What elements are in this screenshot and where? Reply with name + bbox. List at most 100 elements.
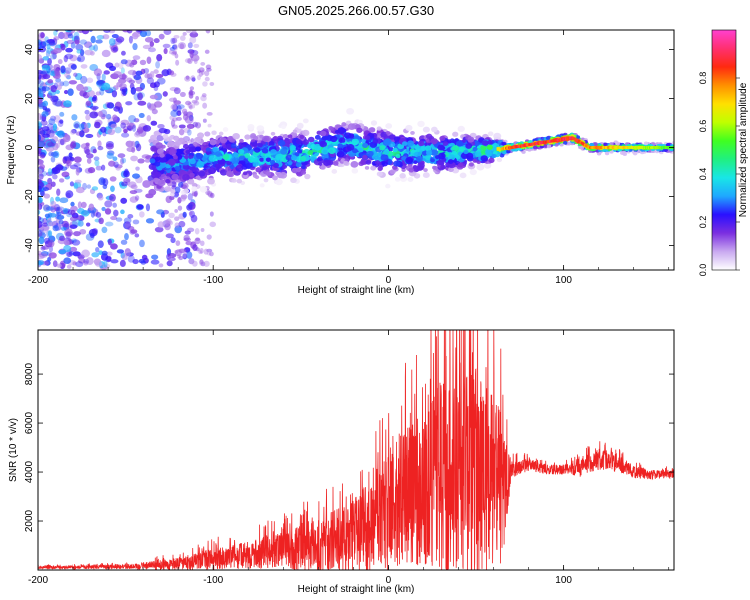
spectrogram-cell [95, 212, 102, 218]
spectrogram-cell [170, 72, 177, 77]
spectrogram-cell [331, 169, 338, 174]
snr-panel: -200 -100 0 100 2000 4000 6000 8000 Height of … [8, 329, 675, 595]
spectrogram-cell [171, 44, 178, 50]
spectrogram-cell [59, 138, 65, 146]
spectrogram-cell [317, 161, 323, 166]
spectrogram-cell [132, 55, 141, 61]
spectrogram-cell [187, 193, 193, 201]
spectrogram-cell [153, 81, 160, 88]
spectrogram-cell [70, 141, 77, 149]
spectrogram-cell [38, 74, 42, 80]
spectrogram-cell [165, 195, 172, 204]
spectrogram-cell [120, 157, 125, 165]
spectrogram-cell [127, 214, 134, 219]
spectrogram-cell [89, 232, 95, 239]
spectrogram-cell [44, 213, 51, 218]
spectrogram-cell [273, 139, 280, 144]
spectrogram-cell [188, 155, 194, 160]
spectrogram-cell [41, 64, 50, 70]
spectrogram-cell [153, 101, 163, 108]
spectrogram-cell [472, 158, 478, 163]
spectrogram-cell [183, 127, 191, 134]
spectrogram-cell [214, 151, 222, 157]
spectrogram-cell [319, 140, 327, 148]
spectrogram-cell [174, 186, 181, 194]
spectrogram-cell [64, 228, 73, 237]
spectrogram-cell [226, 170, 234, 177]
spectrogram-cell [97, 195, 104, 201]
spectrogram-cell [38, 54, 43, 61]
spectrogram-cell [47, 177, 53, 185]
spectrogram-y-tick-label: 20 [24, 93, 35, 105]
spectrogram-cell [187, 139, 192, 144]
spectrogram-cell [155, 142, 163, 149]
spectrogram-cell [97, 240, 104, 249]
spectrogram-cell [200, 261, 206, 267]
spectrogram-cell [175, 59, 180, 66]
spectrogram-cell [456, 140, 464, 147]
spectrogram-cell [205, 30, 211, 34]
spectrogram-cell [142, 124, 152, 132]
spectrogram-cell [77, 220, 84, 227]
spectrogram-cell [69, 54, 78, 62]
spectrogram-cell [38, 41, 43, 48]
spectrogram-cell [179, 43, 185, 50]
spectrogram-cell [59, 197, 69, 204]
spectrogram-cell [126, 77, 133, 83]
spectrogram-cell [198, 250, 203, 254]
spectrogram-cell [58, 219, 64, 225]
spectrogram-cell [43, 193, 51, 199]
spectrogram-cell [42, 56, 50, 61]
spectrogram-cell [108, 160, 116, 167]
spectrogram-cell [75, 261, 84, 268]
spectrogram-cell [174, 225, 183, 234]
spectrogram-cell [181, 108, 188, 115]
spectrogram-cell [188, 258, 195, 265]
spectrogram-cell [182, 164, 190, 170]
spectrogram-cell [80, 201, 87, 209]
spectrogram-cell [48, 118, 56, 126]
spectrogram-cell [481, 140, 489, 146]
spectrogram-cell [194, 237, 201, 245]
spectrogram-cell [413, 151, 421, 158]
spectrogram-cell [121, 132, 130, 138]
snr-x-tick-label: -200 [28, 575, 48, 586]
spectrogram-cell [385, 183, 391, 189]
spectrogram-cell [134, 195, 140, 201]
spectrogram-cell [484, 149, 492, 155]
spectrogram-cell [171, 103, 177, 110]
spectrogram-cell [53, 36, 60, 41]
spectrogram-cell [178, 220, 186, 228]
spectrogram-y-tick-label: 40 [24, 44, 35, 56]
spectrogram-cell [229, 164, 235, 170]
spectrogram-cell [190, 138, 195, 143]
spectrogram-cell [112, 46, 118, 52]
spectrogram-cell [171, 51, 177, 56]
spectrogram-cell [40, 70, 49, 75]
spectrogram-cell [144, 158, 151, 163]
spectrogram-cell [134, 233, 140, 238]
spectrogram-cell [466, 155, 474, 162]
spectrogram-cell [425, 155, 431, 161]
figure-title: GN05.2025.266.00.57.G30 [278, 3, 434, 18]
spectrogram-cell [187, 91, 193, 96]
spectrogram-cell [139, 30, 148, 38]
spectrogram-cell [38, 121, 43, 129]
spectrogram-cell [46, 146, 55, 152]
spectrogram-cell [401, 156, 407, 161]
spectrogram-cell [495, 146, 501, 152]
snr-y-tick-label: 6000 [24, 412, 35, 435]
spectrogram-cell [52, 51, 57, 60]
spectrogram-cell [62, 134, 71, 143]
spectrogram-cell [47, 239, 55, 248]
colorbar-tick-label: 0.2 [698, 216, 708, 229]
spectrogram-cell [187, 227, 195, 233]
spectrogram-cell [320, 130, 327, 137]
spectrogram-cell [377, 166, 383, 171]
spectrogram-cell [185, 30, 192, 34]
spectrogram-cell [132, 31, 141, 38]
spectrogram-cell [40, 32, 45, 39]
spectrogram-cell [102, 34, 110, 40]
colorbar-tick-label: 0.8 [698, 72, 708, 85]
